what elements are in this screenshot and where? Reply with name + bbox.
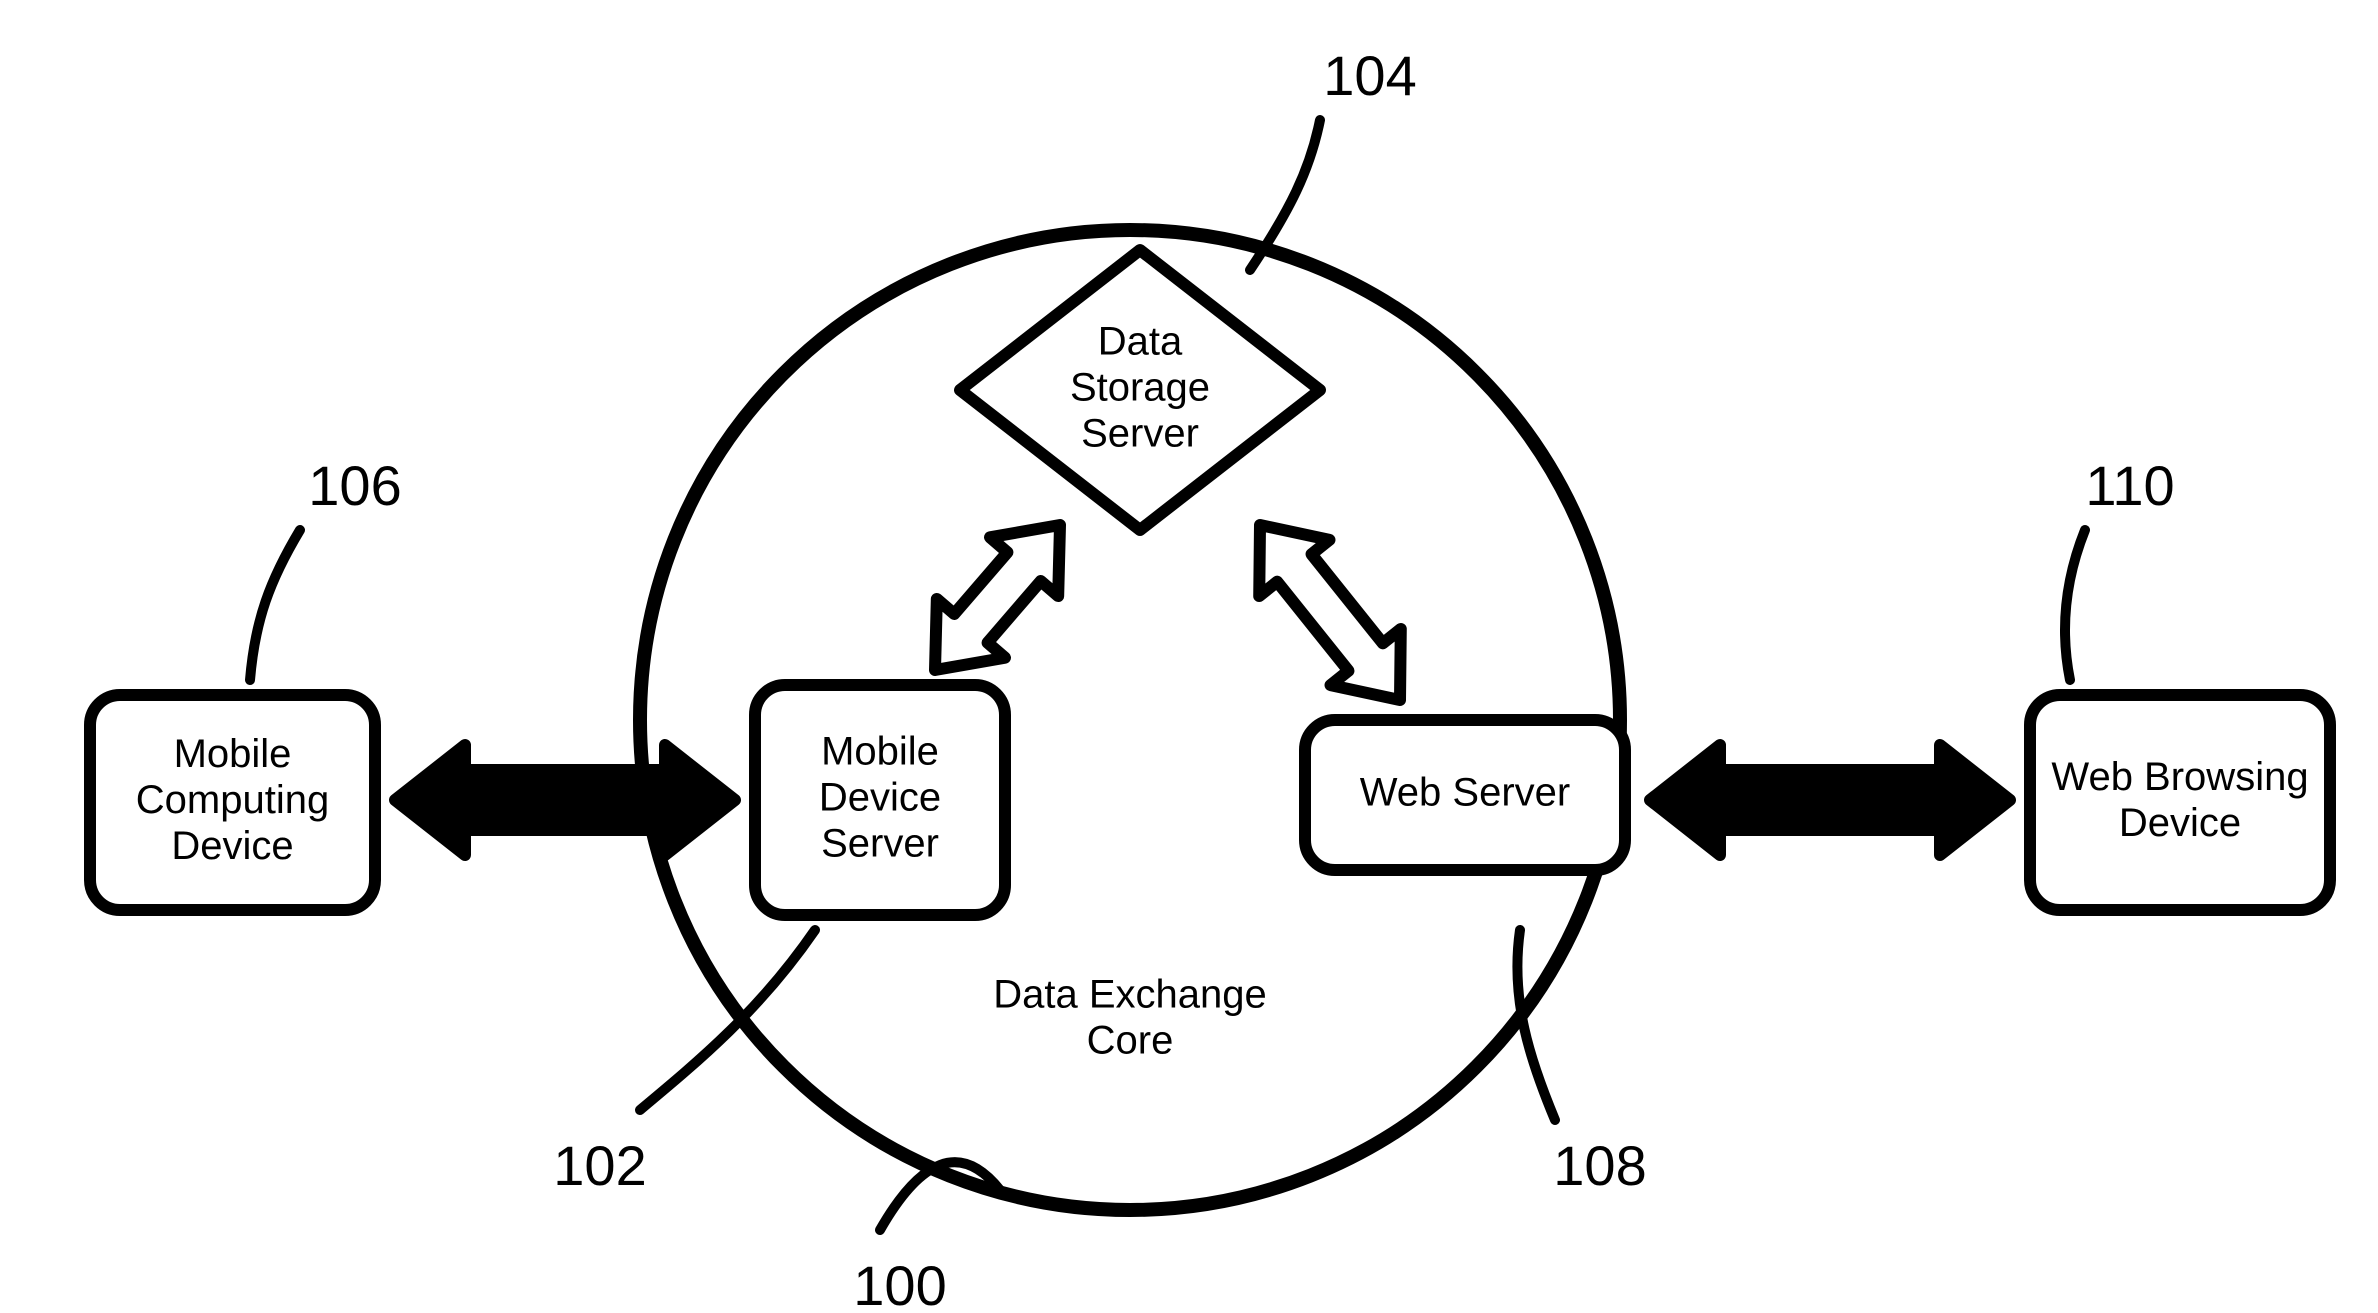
svg-text:Mobile: Mobile [821,730,939,774]
svg-text:Storage: Storage [1070,366,1210,410]
svg-text:Device: Device [819,776,941,820]
ref-web_server: 108 [1553,1134,1646,1197]
svg-text:Server: Server [821,822,939,866]
svg-text:Data: Data [1098,320,1183,364]
node-mobile_device_server-label: MobileDeviceServer [819,730,941,866]
svg-text:Web Browsing: Web Browsing [2051,755,2308,799]
svg-text:Device: Device [171,824,293,868]
ref-web_browsing_device: 110 [2085,454,2174,517]
svg-text:Web Server: Web Server [1360,771,1570,815]
svg-text:Server: Server [1081,412,1199,456]
svg-text:Mobile: Mobile [174,732,292,776]
svg-text:Device: Device [2119,801,2241,845]
ref-data_storage_server: 104 [1323,44,1416,107]
ref-mobile_device_server: 102 [553,1134,646,1197]
svg-text:Computing: Computing [136,778,329,822]
node-web_server-label: Web Server [1360,771,1570,815]
svg-text:Data Exchange: Data Exchange [993,973,1267,1017]
ref-mobile_computing_device: 106 [308,454,401,517]
svg-text:Core: Core [1087,1019,1174,1063]
ref-core: 100 [853,1254,946,1313]
